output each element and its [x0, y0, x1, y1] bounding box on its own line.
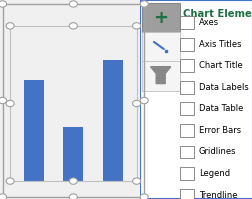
Text: Data Table: Data Table	[198, 104, 242, 113]
FancyBboxPatch shape	[141, 32, 179, 62]
FancyBboxPatch shape	[141, 3, 179, 33]
FancyBboxPatch shape	[180, 60, 193, 72]
Text: Chart Title: Chart Title	[198, 61, 242, 70]
FancyBboxPatch shape	[180, 16, 193, 29]
Bar	[103, 60, 122, 181]
FancyBboxPatch shape	[180, 102, 193, 115]
FancyBboxPatch shape	[180, 167, 193, 180]
FancyBboxPatch shape	[180, 189, 193, 199]
Text: Axes: Axes	[198, 18, 218, 27]
FancyBboxPatch shape	[141, 61, 179, 91]
FancyBboxPatch shape	[140, 0, 252, 199]
Text: Error Bars: Error Bars	[198, 126, 240, 135]
Text: Trendline: Trendline	[198, 190, 237, 199]
FancyBboxPatch shape	[180, 81, 193, 94]
Polygon shape	[150, 67, 170, 84]
FancyBboxPatch shape	[180, 124, 193, 137]
Text: Legend: Legend	[198, 169, 229, 178]
Bar	[24, 80, 44, 181]
Text: Chart Elements: Chart Elements	[182, 9, 252, 19]
Text: Gridlines: Gridlines	[198, 147, 236, 156]
Text: +: +	[152, 9, 168, 27]
Text: Data Labels: Data Labels	[198, 83, 248, 92]
Bar	[63, 127, 83, 181]
FancyBboxPatch shape	[180, 38, 193, 51]
Text: Axis Titles: Axis Titles	[198, 40, 240, 49]
FancyBboxPatch shape	[180, 145, 193, 158]
